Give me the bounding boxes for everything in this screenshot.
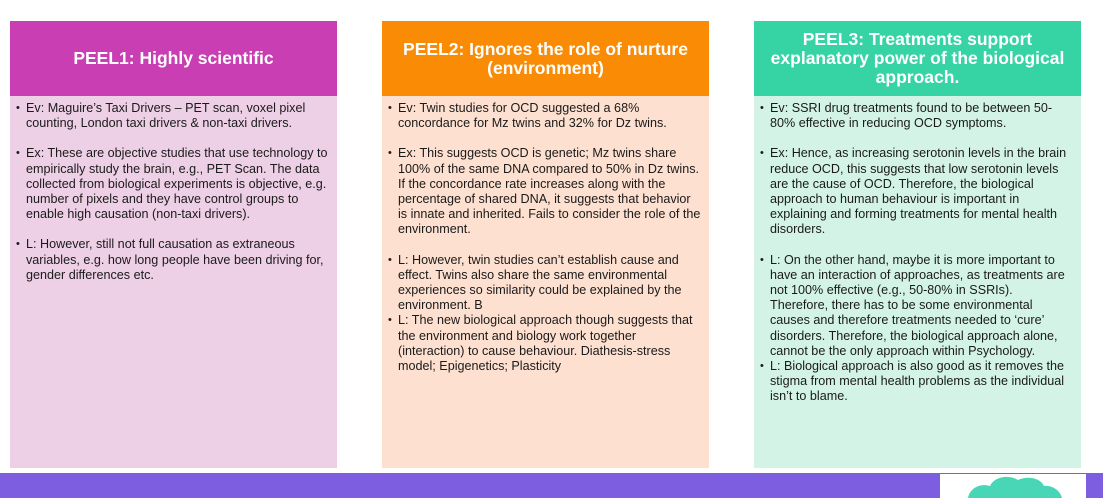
peel3-body: Ev: SSRI drug treatments found to be bet… [754,96,1081,468]
peel1-body: Ev: Maguire’s Taxi Drivers – PET scan, v… [10,96,337,468]
peel2-card: PEEL2: Ignores the role of nurture (envi… [382,21,709,468]
peel3-explanation-point: Ex: Hence, as increasing serotonin level… [760,146,1073,237]
peel3-card: PEEL3: Treatments support explanatory po… [754,21,1081,468]
peel3-link-point-2: L: Biological approach is also good as i… [760,359,1073,405]
peel3-evidence-point: Ev: SSRI drug treatments found to be bet… [760,101,1073,131]
peel2-body: Ev: Twin studies for OCD suggested a 68%… [382,96,709,468]
peel3-points: Ev: SSRI drug treatments found to be bet… [760,101,1073,405]
peel2-explanation-point: Ex: This suggests OCD is genetic; Mz twi… [388,146,701,237]
peel3-link-point: L: On the other hand, maybe it is more i… [760,253,1073,359]
peel3-title: PEEL3: Treatments support explanatory po… [754,21,1081,96]
peel1-explanation-point: Ex: These are objective studies that use… [16,146,329,222]
corner-tab [940,474,1086,498]
peel2-title: PEEL2: Ignores the role of nurture (envi… [382,21,709,96]
peel1-evidence-point: Ev: Maguire’s Taxi Drivers – PET scan, v… [16,101,329,131]
peel2-link-point: L: However, twin studies can’t establish… [388,253,701,314]
peel2-link-point-2: L: The new biological approach though su… [388,313,701,374]
bottom-bar [0,473,1103,498]
peel1-link-point: L: However, still not full causation as … [16,237,329,283]
cloud-icon [968,476,1062,498]
peel1-title: PEEL1: Highly scientific [10,21,337,96]
peel1-points: Ev: Maguire’s Taxi Drivers – PET scan, v… [16,101,329,283]
peel2-evidence-point: Ev: Twin studies for OCD suggested a 68%… [388,101,701,131]
peel2-points: Ev: Twin studies for OCD suggested a 68%… [388,101,701,374]
peel1-card: PEEL1: Highly scientific Ev: Maguire’s T… [10,21,337,468]
